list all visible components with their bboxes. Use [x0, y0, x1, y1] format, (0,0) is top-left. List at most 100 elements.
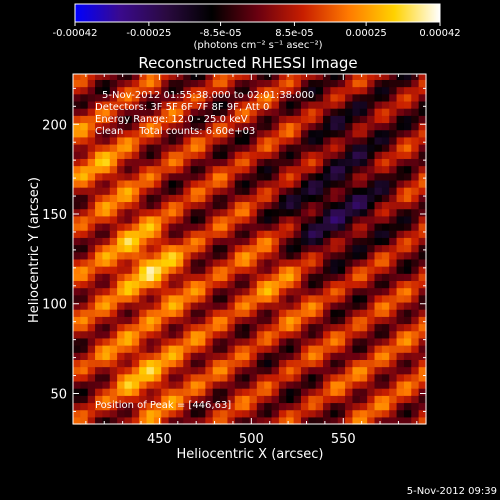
heatmap-cell: [198, 165, 206, 174]
x-axis-ticks: 450 500 550: [85, 74, 418, 447]
heatmap-cell: [330, 402, 339, 411]
heatmap-cell: [300, 100, 309, 109]
heatmap-cell: [153, 172, 162, 181]
heatmap-cell: [286, 258, 295, 267]
heatmap-cell: [161, 165, 170, 174]
heatmap-cell: [153, 201, 162, 210]
heatmap-cell: [190, 194, 199, 203]
heatmap-cell: [212, 136, 221, 145]
heatmap-cell: [153, 316, 162, 325]
heatmap-cell: [359, 151, 368, 159]
heatmap-cell: [411, 359, 420, 368]
heatmap-cell: [175, 129, 184, 138]
heatmap-cell: [205, 287, 214, 296]
heatmap-cell: [381, 359, 390, 368]
heatmap-cell: [389, 179, 398, 188]
heatmap-cell: [403, 301, 412, 310]
heatmap-cell: [80, 237, 89, 246]
heatmap-cell: [256, 273, 265, 282]
heatmap-cell: [264, 222, 273, 231]
heatmap-cell: [190, 316, 199, 325]
heatmap-cell: [271, 215, 280, 224]
heatmap-cell: [403, 222, 412, 231]
heatmap-cell: [271, 74, 280, 80]
heatmap-cell: [323, 158, 331, 167]
heatmap-cell: [198, 395, 206, 404]
heatmap-cell: [146, 251, 155, 260]
heatmap-cell: [175, 237, 184, 246]
heatmap-cell: [367, 402, 376, 411]
heatmap-cell: [161, 309, 170, 317]
heatmap-cell: [124, 402, 133, 411]
heatmap-cell: [256, 251, 265, 260]
heatmap-cell: [205, 380, 214, 389]
heatmap-cell: [220, 165, 229, 174]
heatmap-cell: [220, 280, 229, 289]
heatmap-cell: [323, 294, 331, 303]
heatmap-cell: [234, 388, 243, 396]
heatmap-cell: [131, 194, 140, 203]
heatmap-cell: [345, 172, 354, 181]
heatmap-cell: [256, 294, 265, 303]
heatmap-cell: [109, 165, 118, 174]
heatmap-cell: [300, 280, 309, 289]
heatmap-cell: [337, 86, 346, 95]
heatmap-cell: [205, 172, 214, 181]
heatmap-cell: [183, 230, 192, 238]
heatmap-cell: [205, 330, 214, 339]
heatmap-cell: [109, 100, 118, 109]
heatmap-cell: [212, 316, 221, 325]
y-tick-label: 200: [42, 118, 67, 133]
heatmap-cell: [205, 366, 214, 375]
heatmap-cell: [323, 316, 331, 325]
heatmap-cell: [359, 100, 368, 109]
heatmap-cell: [234, 309, 243, 317]
heatmap-cell: [131, 165, 140, 174]
heatmap-cell: [212, 230, 221, 238]
heatmap-cell: [161, 230, 170, 238]
heatmap-cell: [264, 366, 273, 375]
heatmap-cell: [80, 287, 89, 296]
heatmap-cell: [139, 359, 148, 368]
heatmap-cell: [352, 215, 361, 224]
heatmap-cell: [117, 244, 126, 253]
heatmap-cell: [161, 122, 170, 131]
heatmap-cell: [396, 294, 405, 303]
heatmap-cell: [308, 345, 317, 353]
heatmap-cell: [227, 309, 236, 317]
heatmap-cell: [183, 359, 192, 368]
heatmap-cell: [367, 323, 376, 332]
heatmap-cell: [161, 244, 170, 253]
heatmap-cell: [102, 79, 111, 88]
heatmap-cell: [293, 237, 302, 246]
heatmap-cell: [374, 208, 383, 217]
heatmap-cell: [190, 280, 199, 289]
heatmap-cell: [345, 330, 354, 339]
heatmap-cell: [403, 158, 412, 167]
heatmap-cell: [249, 287, 258, 296]
heatmap-cell: [190, 187, 199, 195]
heatmap-cell: [153, 294, 162, 303]
heatmap-cell: [242, 359, 251, 368]
heatmap-cell: [95, 273, 104, 282]
heatmap-cell: [87, 215, 96, 224]
heatmap-cell: [146, 345, 155, 353]
heatmap-cell: [330, 251, 339, 260]
heatmap-cell: [264, 244, 273, 253]
heatmap-cell: [73, 251, 81, 260]
heatmap-cell: [389, 108, 398, 116]
heatmap-cell: [337, 352, 346, 360]
heatmap-cell: [220, 359, 229, 368]
heatmap-cell: [212, 179, 221, 188]
heatmap-cell: [396, 395, 405, 404]
heatmap-cell: [175, 144, 184, 152]
heatmap-cell: [212, 122, 221, 131]
heatmap-cell: [131, 251, 140, 260]
heatmap-cell: [389, 136, 398, 145]
heatmap-cell: [359, 352, 368, 360]
heatmap-cell: [381, 215, 390, 224]
heatmap-cell: [117, 388, 126, 396]
heatmap-cell: [389, 151, 398, 159]
heatmap-cell: [418, 222, 427, 231]
heatmap-cell: [102, 294, 111, 303]
